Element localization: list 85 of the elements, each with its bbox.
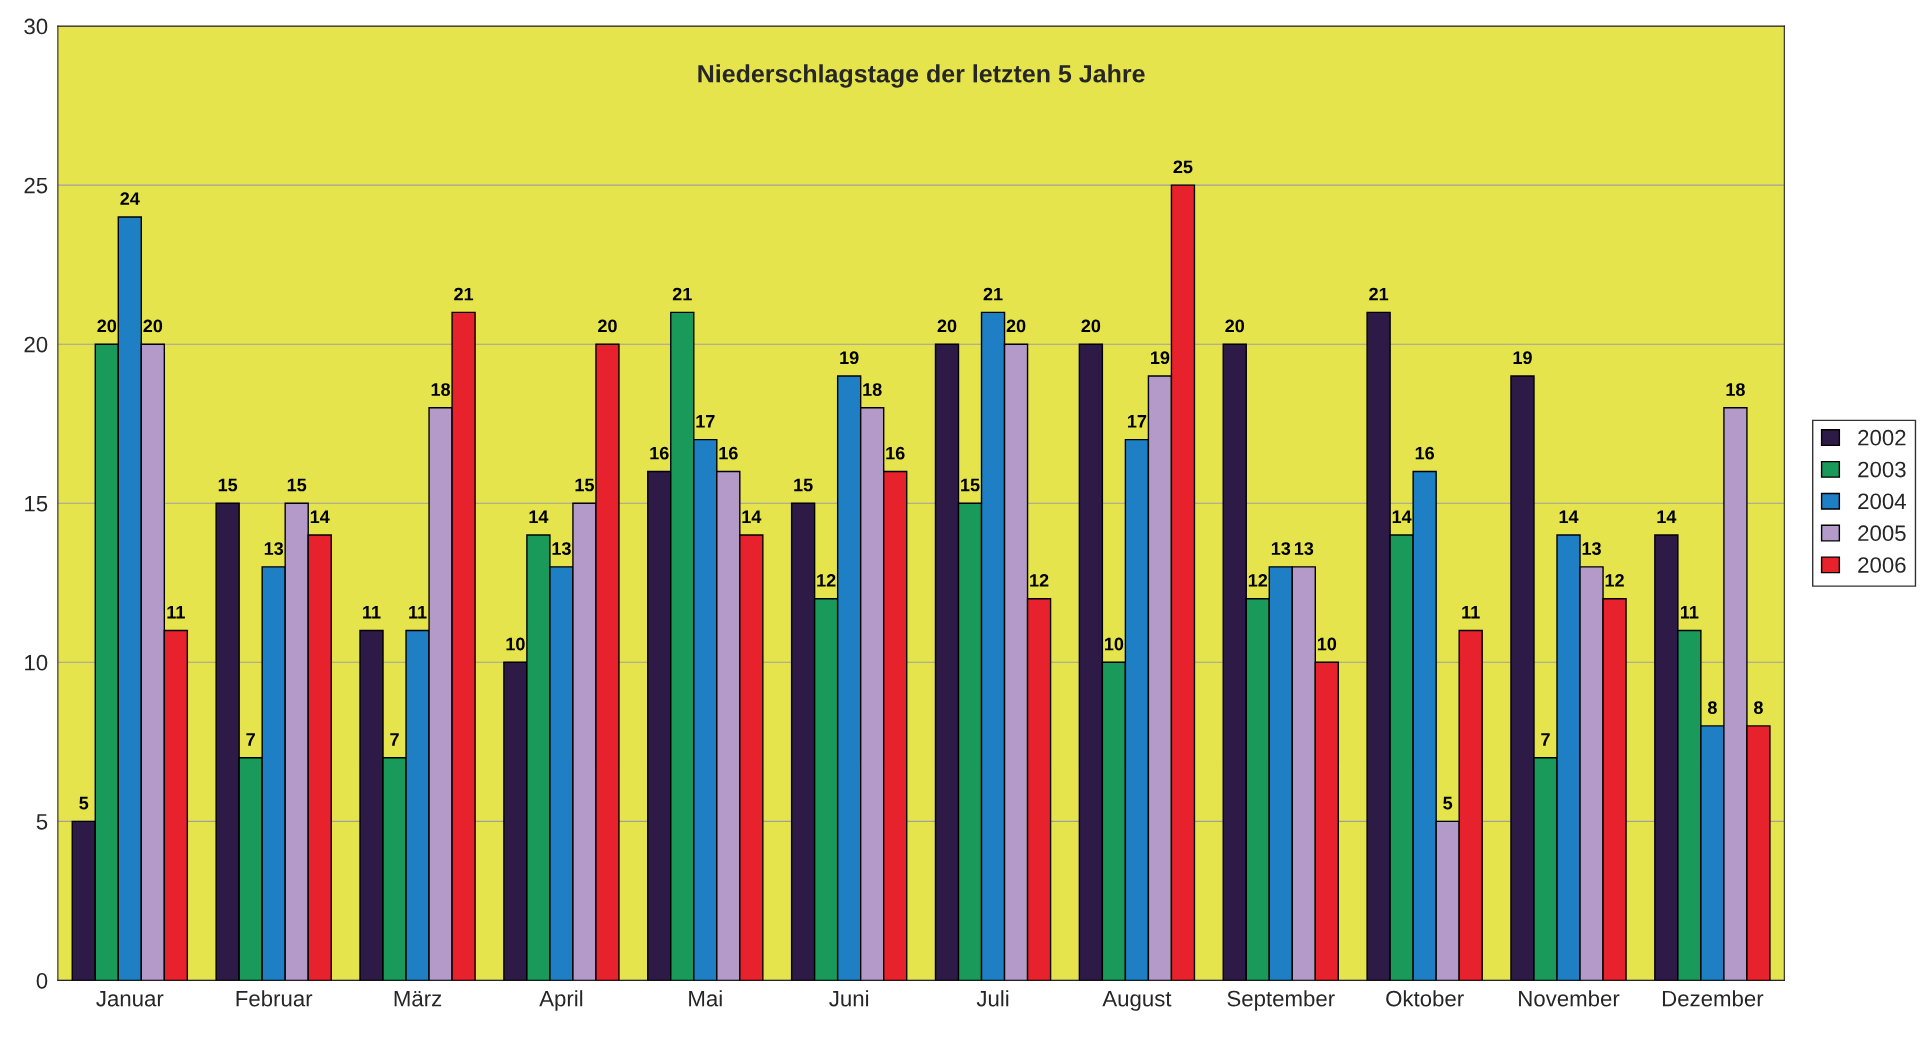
- data-label: 14: [1392, 510, 1412, 523]
- data-label: 12: [1030, 573, 1049, 587]
- data-label: 8: [1753, 701, 1763, 715]
- data-label: 5: [79, 796, 89, 810]
- data-label: 18: [1726, 383, 1745, 396]
- data-label: 11: [363, 605, 381, 619]
- data-label: 15: [218, 478, 238, 492]
- data-label: 15: [794, 478, 813, 492]
- data-label: 11: [409, 605, 427, 619]
- data-label: 16: [1415, 446, 1435, 460]
- data-label: 18: [863, 383, 882, 396]
- data-label: 11: [1462, 605, 1480, 619]
- data-label: 19: [1151, 351, 1170, 365]
- data-label: 20: [937, 319, 957, 333]
- data-label: 11: [1680, 605, 1699, 619]
- x-tick-label: Juli: [976, 990, 1009, 1007]
- data-label: 17: [696, 415, 715, 428]
- data-label: 5: [1443, 796, 1453, 810]
- data-label: 21: [454, 287, 474, 301]
- data-label: 14: [529, 510, 549, 523]
- data-label: 14: [1559, 510, 1579, 523]
- y-tick-label: 0: [36, 972, 48, 989]
- data-label: 7: [1541, 733, 1550, 746]
- data-label: 20: [143, 319, 163, 333]
- data-label: 7: [390, 733, 399, 746]
- data-label: 16: [650, 446, 669, 460]
- data-label: 15: [575, 478, 594, 492]
- data-label: 12: [1605, 573, 1624, 587]
- text: Niederschlagstage der letzten 5 Jahre: [698, 64, 1145, 88]
- legend-label: 2002: [1858, 429, 1906, 446]
- data-label: 16: [886, 446, 905, 460]
- y-tick-label: 5: [36, 814, 48, 830]
- data-label: 19: [840, 351, 859, 365]
- data-label: 12: [817, 573, 836, 587]
- legend-label: 2006: [1858, 557, 1906, 573]
- data-label: 12: [1248, 573, 1268, 587]
- y-tick-label: 30: [24, 18, 48, 35]
- data-label: 13: [1582, 542, 1601, 555]
- x-tick-label: August: [1102, 990, 1172, 1011]
- data-label: 13: [552, 542, 571, 555]
- data-label: 20: [598, 319, 617, 333]
- data-label: 14: [310, 510, 330, 523]
- legend-label: 2003: [1858, 461, 1906, 478]
- data-label: 14: [1657, 510, 1677, 523]
- x-tick-label: März: [394, 990, 442, 1007]
- data-label: 13: [1294, 542, 1314, 555]
- x-tick-label: Dezember: [1662, 990, 1764, 1007]
- legend-label: 2004: [1858, 493, 1906, 510]
- y-tick-label: 25: [24, 177, 48, 194]
- data-label: 8: [1707, 701, 1717, 715]
- data-label: 20: [97, 319, 117, 333]
- data-label: 11: [167, 605, 185, 619]
- x-tick-label: Oktober: [1386, 990, 1464, 1007]
- data-label: 7: [246, 733, 255, 746]
- x-tick-label: November: [1519, 990, 1620, 1007]
- x-tick-label: Januar: [96, 990, 164, 1007]
- data-label: 24: [120, 192, 140, 205]
- y-tick-label: 15: [25, 496, 48, 512]
- data-label: 10: [1104, 637, 1124, 651]
- data-label: 14: [742, 510, 762, 523]
- data-label: 15: [287, 478, 307, 492]
- data-label: 10: [506, 637, 525, 651]
- data-label: 17: [1128, 415, 1147, 428]
- data-label: 20: [1006, 319, 1026, 333]
- legend-label: 2005: [1858, 525, 1906, 542]
- data-label: 16: [719, 446, 738, 460]
- data-label: 13: [264, 542, 284, 555]
- x-tick-label: Mai: [689, 990, 722, 1007]
- x-tick-label: April: [539, 990, 583, 1011]
- data-label: 10: [1317, 637, 1337, 651]
- data-label: 20: [1225, 319, 1245, 333]
- x-tick-label: Februar: [236, 990, 313, 1007]
- data-label: 19: [1513, 351, 1532, 365]
- data-label: 21: [672, 287, 692, 301]
- x-tick-label: Juni: [829, 990, 869, 1007]
- y-tick-label: 20: [24, 336, 48, 353]
- x-tick-label: September: [1227, 990, 1335, 1011]
- data-label: 15: [961, 478, 980, 492]
- data-label: 20: [1081, 319, 1101, 333]
- data-label: 21: [1369, 287, 1389, 301]
- data-label: 21: [983, 287, 1003, 301]
- data-label: 18: [431, 383, 451, 396]
- data-label: 13: [1271, 542, 1291, 555]
- data-label: 25: [1173, 160, 1193, 174]
- y-tick-label: 10: [25, 654, 48, 671]
